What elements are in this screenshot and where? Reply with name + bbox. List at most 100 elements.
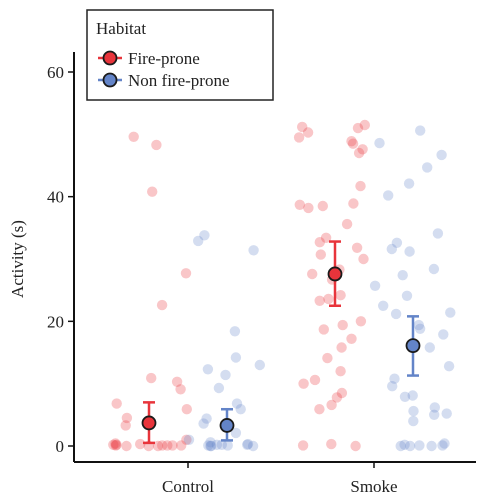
data-point-non-fire-prone-control bbox=[229, 326, 241, 337]
data-point-fire-prone-control bbox=[171, 376, 183, 387]
data-point-fire-prone-control bbox=[135, 438, 146, 450]
data-point-fire-prone-control bbox=[152, 440, 164, 452]
data-point-fire-prone-smoke bbox=[336, 342, 347, 353]
data-point-non-fire-prone-smoke bbox=[387, 381, 398, 392]
data-point-non-fire-prone-control bbox=[199, 230, 210, 241]
data-point-fire-prone-smoke bbox=[357, 144, 368, 155]
data-point-non-fire-prone-control bbox=[230, 352, 242, 363]
data-point-fire-prone-smoke bbox=[315, 249, 326, 260]
data-point-non-fire-prone-control bbox=[202, 364, 214, 375]
data-point-fire-prone-smoke bbox=[331, 392, 343, 403]
data-point-non-fire-prone-control bbox=[198, 418, 209, 429]
data-point-fire-prone-smoke bbox=[347, 138, 359, 149]
data-point-non-fire-prone-smoke bbox=[404, 246, 415, 257]
data-point-fire-prone-smoke bbox=[341, 218, 353, 230]
data-point-fire-prone-smoke bbox=[302, 127, 314, 138]
data-point-fire-prone-smoke bbox=[359, 119, 370, 131]
data-point-non-fire-prone-smoke bbox=[422, 162, 433, 173]
x-tick-label-control: Control bbox=[162, 477, 214, 496]
data-point-fire-prone-smoke bbox=[322, 352, 333, 364]
data-point-non-fire-prone-control bbox=[222, 440, 233, 451]
data-point-non-fire-prone-smoke bbox=[403, 178, 415, 189]
data-point-fire-prone-smoke bbox=[317, 200, 328, 212]
data-point-non-fire-prone-control bbox=[216, 439, 227, 450]
data-point-non-fire-prone-smoke bbox=[407, 390, 418, 401]
data-point-fire-prone-control bbox=[111, 439, 122, 450]
data-point-non-fire-prone-smoke bbox=[401, 290, 413, 301]
data-point-non-fire-prone-smoke bbox=[408, 405, 419, 417]
data-point-non-fire-prone-smoke bbox=[399, 439, 410, 450]
legend-title: Habitat bbox=[96, 19, 146, 38]
data-point-fire-prone-smoke bbox=[318, 324, 329, 335]
data-point-fire-prone-smoke bbox=[303, 202, 314, 214]
data-point-fire-prone-smoke bbox=[346, 333, 357, 344]
data-point-fire-prone-smoke bbox=[314, 404, 325, 415]
data-point-non-fire-prone-smoke bbox=[429, 402, 440, 413]
data-point-fire-prone-smoke bbox=[314, 295, 325, 306]
data-point-non-fire-prone-smoke bbox=[424, 342, 435, 353]
data-point-non-fire-prone-smoke bbox=[389, 373, 400, 384]
legend: Habitat Fire-prone Non fire-prone bbox=[86, 9, 274, 101]
data-point-fire-prone-control bbox=[111, 398, 122, 409]
data-point-fire-prone-control bbox=[181, 404, 192, 415]
data-point-non-fire-prone-smoke bbox=[441, 408, 452, 419]
data-point-fire-prone-smoke bbox=[323, 293, 334, 305]
data-point-non-fire-prone-smoke bbox=[399, 391, 411, 402]
y-tick-label: 40 bbox=[47, 188, 64, 207]
data-point-non-fire-prone-control bbox=[242, 439, 253, 450]
data-point-fire-prone-control bbox=[120, 420, 131, 431]
data-point-fire-prone-smoke bbox=[293, 132, 305, 143]
data-point-fire-prone-control bbox=[181, 434, 192, 445]
data-point-non-fire-prone-control bbox=[203, 440, 214, 451]
data-point-fire-prone-control bbox=[176, 440, 187, 451]
data-point-non-fire-prone-control bbox=[220, 369, 231, 381]
data-point-fire-prone-smoke bbox=[307, 268, 318, 280]
data-point-non-fire-prone-smoke bbox=[426, 440, 437, 452]
data-point-fire-prone-smoke bbox=[326, 399, 337, 411]
data-point-fire-prone-control bbox=[121, 440, 132, 452]
data-point-fire-prone-control bbox=[162, 440, 173, 451]
data-point-fire-prone-control bbox=[151, 139, 162, 151]
data-point-fire-prone-control bbox=[108, 439, 119, 450]
data-point-fire-prone-control bbox=[110, 438, 121, 449]
data-point-non-fire-prone-smoke bbox=[383, 190, 394, 201]
data-point-fire-prone-smoke bbox=[351, 242, 363, 253]
data-point-non-fire-prone-control bbox=[235, 404, 246, 415]
data-point-fire-prone-control bbox=[121, 412, 133, 424]
data-point-non-fire-prone-smoke bbox=[397, 270, 408, 281]
data-point-fire-prone-control bbox=[175, 384, 186, 395]
x-tick-label-smoke: Smoke bbox=[350, 477, 397, 496]
data-point-non-fire-prone-smoke bbox=[428, 263, 440, 275]
data-point-non-fire-prone-smoke bbox=[438, 329, 449, 340]
data-point-non-fire-prone-control bbox=[205, 440, 216, 452]
y-tick-label: 20 bbox=[47, 312, 64, 331]
y-tick-label: 60 bbox=[47, 63, 64, 82]
data-point-fire-prone-smoke bbox=[297, 121, 308, 133]
data-point-non-fire-prone-smoke bbox=[443, 361, 455, 372]
data-point-fire-prone-smoke bbox=[348, 198, 359, 209]
data-point-non-fire-prone-smoke bbox=[437, 440, 448, 451]
jitter-points bbox=[108, 119, 456, 452]
data-point-non-fire-prone-smoke bbox=[445, 307, 456, 318]
data-point-fire-prone-control bbox=[128, 131, 139, 142]
data-point-fire-prone-control bbox=[180, 268, 192, 279]
data-point-non-fire-prone-control bbox=[248, 245, 259, 256]
axes: 0 20 40 60 Control Smoke Activity (s) bbox=[8, 52, 476, 496]
data-point-fire-prone-control bbox=[146, 372, 157, 384]
data-point-fire-prone-smoke bbox=[355, 180, 366, 192]
data-point-fire-prone-smoke bbox=[353, 147, 365, 159]
data-point-fire-prone-smoke bbox=[326, 438, 337, 450]
data-point-fire-prone-control bbox=[110, 440, 122, 451]
data-point-non-fire-prone-smoke bbox=[374, 137, 385, 149]
data-point-fire-prone-smoke bbox=[309, 374, 321, 386]
legend-label-non-fire-prone: Non fire-prone bbox=[128, 71, 230, 90]
data-point-fire-prone-smoke bbox=[320, 232, 332, 243]
data-point-fire-prone-control bbox=[157, 440, 168, 451]
data-point-non-fire-prone-control bbox=[254, 359, 265, 371]
data-point-fire-prone-smoke bbox=[335, 366, 346, 377]
data-point-non-fire-prone-control bbox=[205, 437, 216, 448]
data-point-non-fire-prone-control bbox=[213, 382, 225, 394]
data-point-non-fire-prone-control bbox=[206, 440, 217, 452]
data-point-non-fire-prone-smoke bbox=[386, 243, 397, 255]
data-point-fire-prone-control bbox=[156, 299, 168, 311]
